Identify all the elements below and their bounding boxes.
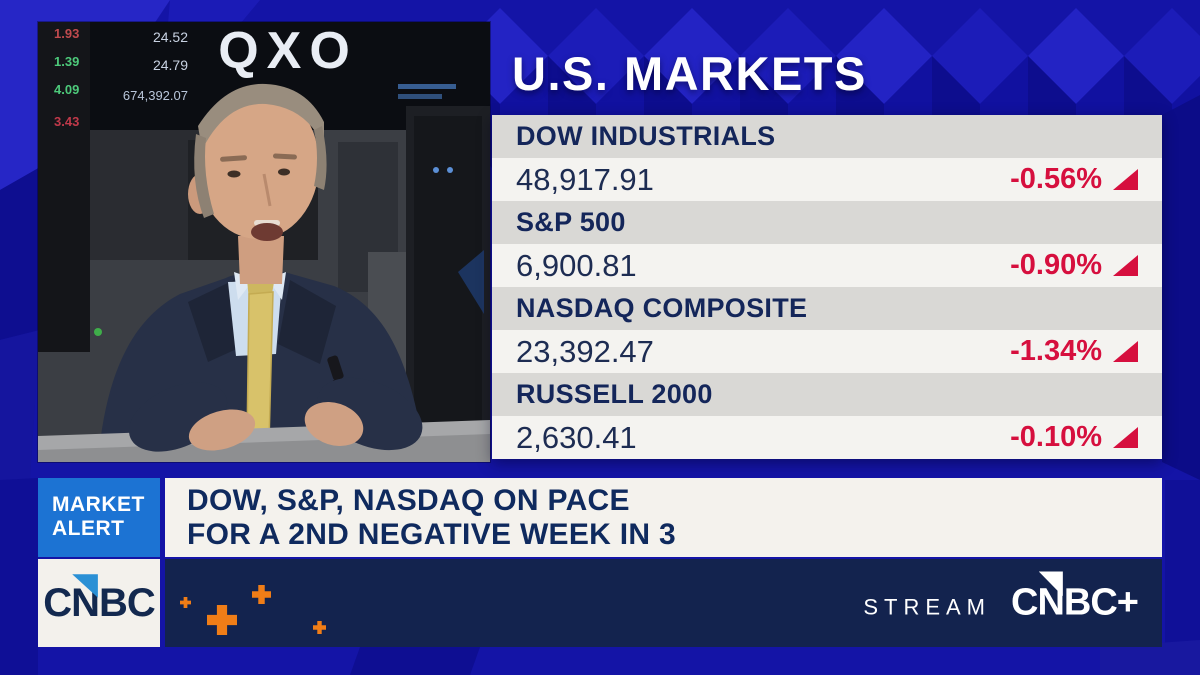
cnbc-logo-box: CN BC xyxy=(38,559,160,647)
index-change: -1.34% xyxy=(1010,335,1102,367)
index-change: -0.90% xyxy=(1010,249,1102,281)
market-row-value: 48,917.91 -0.56% xyxy=(492,158,1162,201)
index-value: 6,900.81 xyxy=(516,247,637,283)
studio-scene: QXO 24.52 24.79 674,392.07 1.93 1.39 4.0… xyxy=(38,22,490,462)
market-row-value: 6,900.81 -0.90% xyxy=(492,244,1162,287)
lapel-microphone xyxy=(327,355,344,381)
plus-icon xyxy=(207,605,237,635)
headline-banner: DOW, S&P, NASDAQ ON PACE FOR A 2ND NEGAT… xyxy=(165,478,1162,557)
down-triangle-icon xyxy=(1113,169,1138,190)
index-value: 48,917.91 xyxy=(516,161,654,197)
down-triangle-icon xyxy=(1113,427,1138,448)
screen-value: 24.79 xyxy=(153,57,188,73)
video-feed: QXO 24.52 24.79 674,392.07 1.93 1.39 4.0… xyxy=(38,22,490,462)
index-change: -0.56% xyxy=(1010,163,1102,195)
guest-hands xyxy=(128,377,423,452)
plus-icon xyxy=(252,585,271,604)
screen-value: 24.52 xyxy=(153,29,188,45)
screen-value: 674,392.07 xyxy=(123,88,188,103)
index-value: 2,630.41 xyxy=(516,419,637,455)
ticker-value: 1.93 xyxy=(54,26,79,41)
footer-strip: STREAM CN BC+ xyxy=(165,559,1162,647)
stream-promo: STREAM CN BC+ xyxy=(863,571,1139,625)
market-alert-line1: MARKET xyxy=(52,493,145,516)
markets-panel: DOW INDUSTRIALS 48,917.91 -0.56% S&P 500… xyxy=(492,115,1162,459)
qxo-logo: QXO xyxy=(218,22,358,80)
market-row-header: S&P 500 xyxy=(492,201,1162,244)
market-row-header: NASDAQ COMPOSITE xyxy=(492,287,1162,330)
index-value: 23,392.47 xyxy=(516,333,654,369)
market-row-value: 23,392.47 -1.34% xyxy=(492,330,1162,373)
market-row-header: DOW INDUSTRIALS xyxy=(492,115,1162,158)
down-triangle-icon xyxy=(1113,341,1138,362)
index-name: NASDAQ COMPOSITE xyxy=(516,293,808,323)
plus-icon xyxy=(313,621,326,634)
headline-line1: DOW, S&P, NASDAQ ON PACE xyxy=(187,484,630,517)
ticker-value: 3.43 xyxy=(54,114,79,129)
ticker-column xyxy=(38,22,90,352)
index-name: RUSSELL 2000 xyxy=(516,379,713,409)
market-row-header: RUSSELL 2000 xyxy=(492,373,1162,416)
down-triangle-icon xyxy=(1113,255,1138,276)
cnbc-plus-logo: CN BC+ xyxy=(1011,571,1139,625)
market-row-value: 2,630.41 -0.10% xyxy=(492,416,1162,459)
ticker-value: 1.39 xyxy=(54,54,79,69)
index-change: -0.10% xyxy=(1010,421,1102,453)
index-name: S&P 500 xyxy=(516,207,626,237)
cnbc-logo: CN BC xyxy=(43,574,156,626)
index-name: DOW INDUSTRIALS xyxy=(516,121,776,151)
stream-label: STREAM xyxy=(863,594,992,620)
markets-panel-title: U.S. MARKETS xyxy=(512,47,867,100)
headline-line2: FOR A 2ND NEGATIVE WEEK IN 3 xyxy=(187,518,677,551)
market-alert-line2: ALERT xyxy=(52,517,125,540)
ticker-value: 4.09 xyxy=(54,82,79,97)
market-alert-badge: MARKET ALERT xyxy=(38,478,160,557)
plus-icon xyxy=(180,597,191,608)
